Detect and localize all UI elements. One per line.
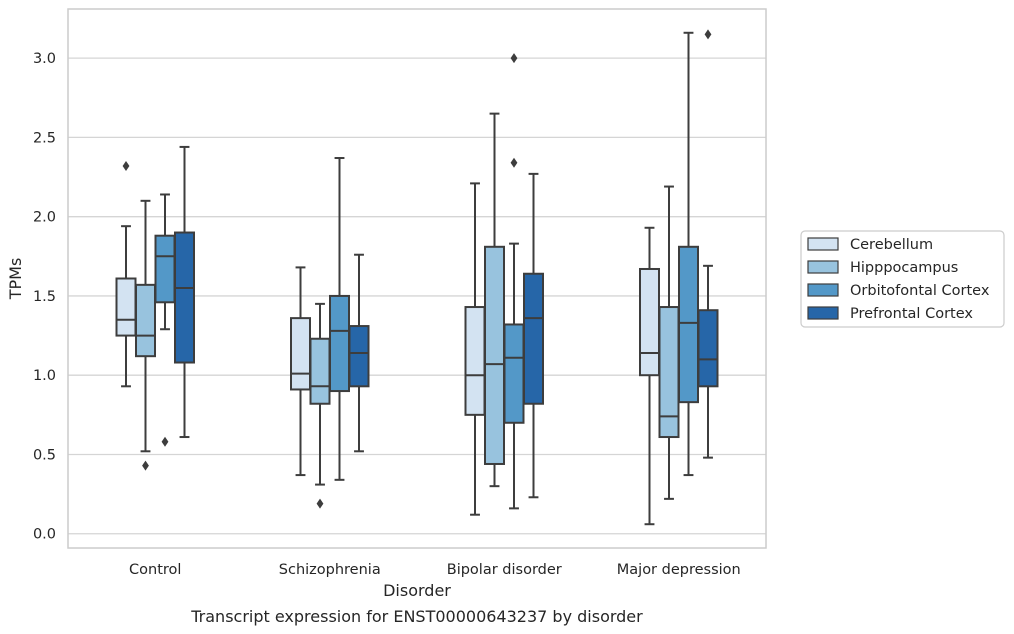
legend-entry: Cerebellum — [850, 237, 933, 253]
outlier-point — [316, 498, 324, 509]
y-tick-labels: 0.0 0.5 1.0 1.5 2.0 2.5 3.0 — [33, 51, 56, 543]
box-iqr — [697, 309, 719, 388]
y-tick-label: 2.5 — [33, 130, 56, 146]
x-tick-label: Control — [129, 562, 181, 578]
box-iqr — [135, 283, 156, 358]
box-group — [290, 266, 311, 477]
figure-caption: Transcript expression for ENST0000064323… — [190, 607, 643, 626]
box-group — [309, 302, 331, 509]
box-iqr — [523, 272, 544, 405]
box-iqr — [464, 306, 486, 416]
box-group — [523, 172, 544, 499]
box-iqr — [658, 306, 680, 439]
box-group — [697, 29, 719, 459]
outlier-point — [122, 160, 130, 171]
outlier-point — [142, 460, 149, 471]
box-iqr — [154, 234, 176, 304]
plot-frame — [67, 8, 767, 549]
box-iqr — [484, 245, 505, 465]
box-group — [348, 253, 370, 453]
legend-entry: Hipppocampus — [850, 260, 958, 276]
y-tick-label: 1.0 — [33, 368, 56, 384]
box-group — [678, 31, 699, 477]
legend: Cerebellum Hipppocampus Orbitofontal Corte… — [800, 230, 1005, 328]
legend-entry: Prefrontal Cortex — [850, 306, 973, 322]
box-group — [658, 185, 680, 500]
x-tick-labels: Control Schizophrenia Bipolar disorder Majo… — [129, 562, 741, 578]
outlier-point — [510, 157, 518, 168]
x-tick-label: Schizophrenia — [279, 562, 381, 578]
box-group — [464, 182, 486, 516]
box-group — [135, 199, 156, 471]
box-group — [639, 226, 660, 526]
x-axis-label: Disorder — [383, 581, 451, 600]
box-group — [503, 53, 525, 510]
outlier-point — [704, 29, 712, 40]
y-tick-label: 2.0 — [33, 210, 56, 226]
legend-swatch — [807, 237, 839, 251]
box-group — [329, 157, 350, 481]
box-iqr — [290, 317, 311, 391]
outlier-point — [161, 436, 169, 447]
y-axis-label: TPMs — [6, 258, 25, 301]
box-iqr — [329, 294, 350, 393]
legend-swatch — [807, 306, 839, 320]
box-iqr — [115, 277, 137, 337]
box-iqr — [678, 245, 699, 404]
legend-swatch — [807, 283, 839, 297]
y-tick-label: 0.0 — [33, 527, 56, 543]
box-group — [115, 160, 137, 388]
box-iqr — [503, 323, 525, 424]
box-group — [154, 193, 176, 447]
legend-frame — [800, 230, 1005, 328]
y-tick-label: 1.5 — [33, 289, 56, 305]
x-tick-label: Bipolar disorder — [447, 562, 562, 578]
outlier-point — [510, 53, 518, 64]
y-tick-label: 3.0 — [33, 51, 56, 67]
legend-swatch — [807, 260, 839, 274]
y-tick-label: 0.5 — [33, 447, 56, 463]
box-group — [484, 112, 505, 488]
legend-entry: Orbitofontal Cortex — [850, 283, 990, 299]
box-iqr — [309, 337, 331, 405]
x-tick-label: Major depression — [617, 562, 741, 578]
box-iqr — [174, 231, 195, 364]
box-iqr — [348, 325, 370, 388]
boxes — [115, 29, 719, 526]
box-iqr — [639, 267, 660, 377]
box-group — [174, 145, 195, 439]
